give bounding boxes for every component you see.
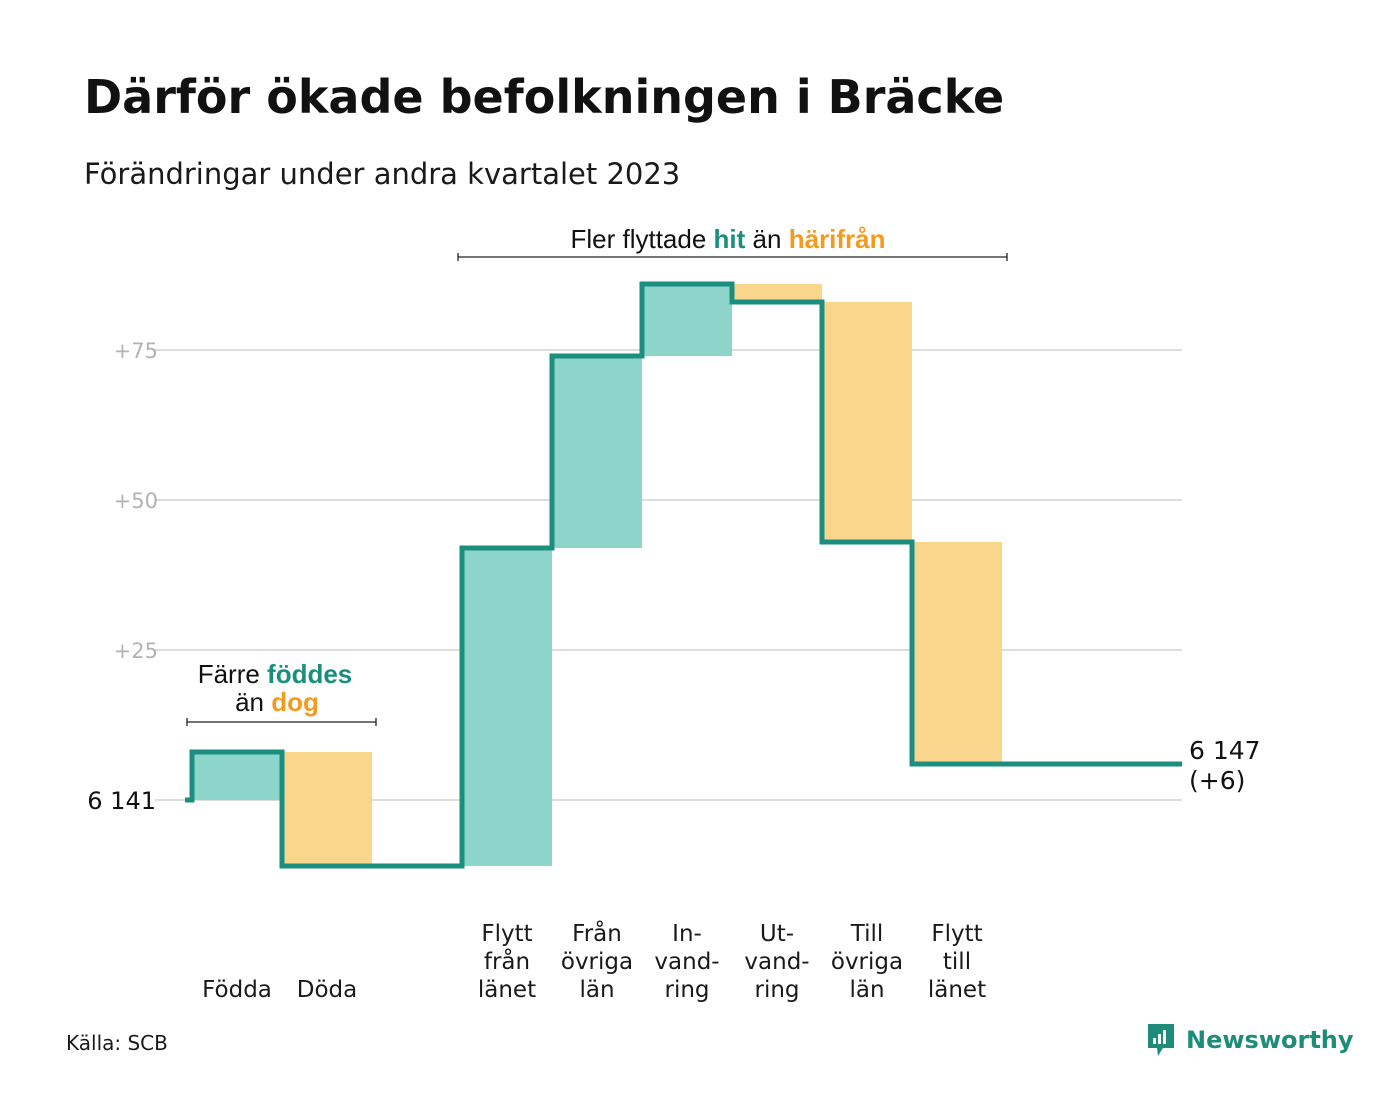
category-label: vand- [654,949,719,975]
waterfall-bar [192,752,282,800]
category-label: övriga [561,949,633,975]
category-label: län [849,977,884,1003]
waterfall-bar [642,284,732,356]
waterfall-bar [732,284,822,302]
y-tick-label: +25 [114,639,158,663]
births-deaths-annotation: Färre föddes [198,659,353,689]
cumulative-step-line [185,281,1182,869]
category-label: övriga [831,949,903,975]
births-deaths-bracket [186,718,377,726]
category-label: Från [572,919,622,947]
start-value-label: 6 141 [87,787,156,815]
end-value-label: 6 147 [1189,736,1261,765]
category-label: Födda [202,977,272,1003]
category-label: ring [664,977,709,1003]
chart-subtitle: Förändringar under andra kvartalet 2023 [84,157,681,191]
category-label: In- [672,921,702,947]
category-label: län [579,977,614,1003]
newsworthy-logo-icon [1148,1024,1174,1056]
category-label: Ut- [760,921,794,947]
waterfall-bar [462,548,552,866]
waterfall-bar [822,302,912,542]
category-label: länet [478,977,536,1003]
category-label: Döda [297,977,357,1003]
waterfall-bar [912,542,1002,764]
chart-title: Därför ökade befolkningen i Bräcke [84,70,1005,124]
end-change-label: (+6) [1189,766,1245,795]
category-label: Flytt [931,921,982,947]
category-label: Flytt [481,921,532,947]
migration-annotation: Fler flyttade hit än härifrån [570,224,885,254]
y-tick-label: +50 [114,489,158,513]
category-label: vand- [744,949,809,975]
waterfall-bar [282,752,372,866]
waterfall-bar [552,356,642,548]
births-deaths-annotation-line2: än dog [235,687,319,717]
category-label: länet [928,977,986,1003]
category-label: till [943,949,971,975]
brand-name: Newsworthy [1186,1026,1354,1054]
category-label: ring [754,977,799,1003]
migration-bracket [457,253,1008,261]
brand-logo: Newsworthy [1146,1022,1354,1058]
category-label: från [484,947,530,975]
y-tick-label: +75 [114,339,158,363]
source-note: Källa: SCB [66,1031,168,1055]
category-label: Till [850,921,884,947]
